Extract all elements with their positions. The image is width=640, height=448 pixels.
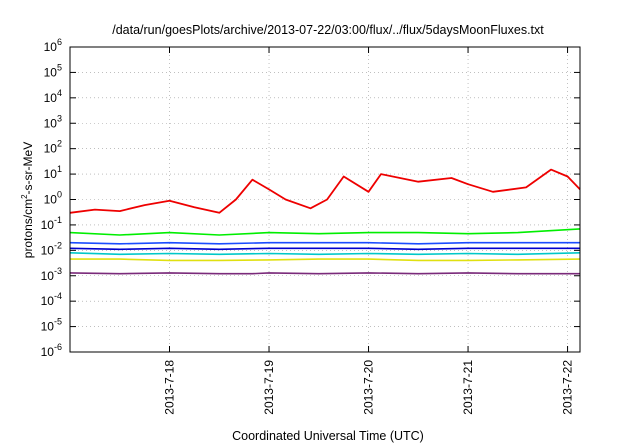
series-line-6 (69, 272, 580, 275)
y-axis-label: protons/cm2-s-sr-MeV (20, 142, 35, 258)
x-tick-label: 2013-7-19 (262, 360, 276, 415)
y-tick-label-exp: 2 (57, 139, 62, 149)
y-tick-label-exp: -4 (54, 291, 62, 301)
y-tick-label-exp: 1 (57, 164, 62, 174)
series-line-5 (69, 247, 580, 251)
y-axis-label-sup: 2 (20, 194, 29, 199)
y-tick-label: 10-1 (41, 215, 62, 232)
y-tick-label-exp: 6 (57, 37, 62, 47)
y-tick-label-base: 10 (44, 116, 58, 130)
y-tick-label-base: 10 (44, 40, 58, 54)
x-tick-label: 2013-7-22 (561, 360, 575, 415)
y-tick-label-exp: 4 (57, 88, 62, 98)
y-tick-label-exp: -3 (54, 266, 62, 276)
y-tick-label: 10-4 (41, 291, 62, 308)
y-axis-label-rest: -s-sr-MeV (21, 142, 35, 195)
y-tick-label-base: 10 (41, 269, 55, 283)
x-tick-label: 2013-7-20 (362, 360, 376, 415)
y-tick-label-exp: -2 (54, 240, 62, 250)
y-tick-label-base: 10 (44, 193, 58, 207)
x-tick-label: 2013-7-21 (461, 360, 475, 415)
series-line-7 (69, 168, 581, 214)
x-axis-label: Coordinated Universal Time (UTC) (232, 429, 424, 443)
y-tick-label: 100 (44, 190, 62, 207)
y-tick-label-base: 10 (44, 167, 58, 181)
y-axis: 10-610-510-410-310-210-11001011021031041… (41, 37, 580, 359)
x-axis: 2013-7-18 2013-7-19 2013-7-20 2013-7-21 2013… (163, 47, 575, 415)
y-tick-label-exp: -6 (54, 342, 62, 352)
y-tick-label: 104 (44, 88, 62, 105)
y-tick-label: 103 (44, 113, 62, 130)
y-tick-label-exp: 0 (57, 190, 62, 200)
y-tick-label-base: 10 (41, 294, 55, 308)
y-tick-label: 10-5 (41, 317, 62, 334)
y-tick-label: 102 (44, 139, 62, 156)
y-tick-label-base: 10 (41, 218, 55, 232)
y-tick-label-base: 10 (44, 91, 58, 105)
y-tick-label: 10-2 (41, 240, 62, 257)
y-tick-label-base: 10 (41, 320, 55, 334)
y-tick-label-base: 10 (44, 65, 58, 79)
y-tick-label: 101 (44, 164, 62, 181)
y-axis-label-base: protons/cm (21, 199, 35, 258)
y-tick-label-base: 10 (41, 345, 55, 359)
y-tick-label-exp: 3 (57, 113, 62, 123)
y-tick-label-base: 10 (41, 243, 55, 257)
series-line-4 (69, 241, 580, 245)
y-tick-label-exp: -1 (54, 215, 62, 225)
y-tick-label: 106 (44, 37, 62, 54)
y-tick-label: 105 (44, 62, 62, 79)
series-line-1 (70, 258, 581, 262)
series-line-3 (69, 228, 581, 236)
y-tick-label: 10-6 (41, 342, 62, 359)
y-tick-label-exp: -5 (54, 317, 62, 327)
grid (70, 47, 580, 352)
series-group (69, 168, 581, 275)
y-tick-label: 10-3 (41, 266, 62, 283)
y-tick-label-base: 10 (44, 142, 58, 156)
chart-title: /data/run/goesPlots/archive/2013-07-22/0… (112, 23, 544, 37)
x-tick-label: 2013-7-18 (163, 360, 177, 415)
y-tick-label-exp: 5 (57, 62, 62, 72)
series-line-2 (69, 252, 581, 256)
